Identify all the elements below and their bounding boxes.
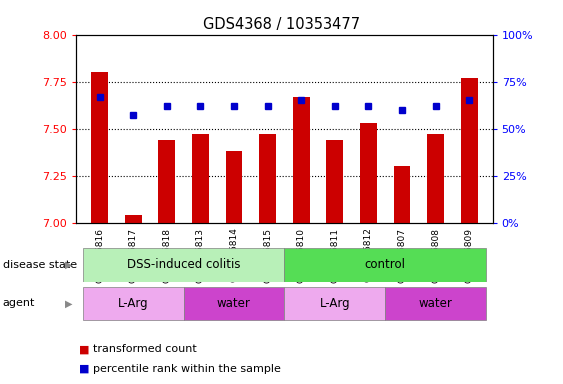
Text: percentile rank within the sample: percentile rank within the sample bbox=[93, 364, 281, 374]
Text: agent: agent bbox=[3, 298, 35, 308]
Bar bbox=[192, 134, 209, 223]
Bar bbox=[226, 151, 242, 223]
Bar bbox=[259, 134, 276, 223]
Text: L-Arg: L-Arg bbox=[118, 297, 149, 310]
Text: transformed count: transformed count bbox=[93, 344, 196, 354]
Bar bbox=[83, 248, 284, 281]
Text: disease state: disease state bbox=[3, 260, 77, 270]
Text: DSS-induced colitis: DSS-induced colitis bbox=[127, 258, 240, 271]
Bar bbox=[427, 134, 444, 223]
Text: ▶: ▶ bbox=[65, 260, 73, 270]
Text: water: water bbox=[217, 297, 251, 310]
Bar bbox=[394, 166, 410, 223]
Text: L-Arg: L-Arg bbox=[319, 297, 350, 310]
Text: ■: ■ bbox=[79, 364, 90, 374]
Bar bbox=[158, 140, 175, 223]
Text: ■: ■ bbox=[79, 344, 90, 354]
Bar bbox=[293, 97, 310, 223]
Bar bbox=[385, 287, 486, 320]
Bar bbox=[284, 248, 486, 281]
Bar bbox=[327, 140, 343, 223]
Bar bbox=[284, 287, 385, 320]
Text: ▶: ▶ bbox=[65, 298, 73, 308]
Text: water: water bbox=[418, 297, 453, 310]
Bar bbox=[360, 123, 377, 223]
Bar bbox=[91, 72, 108, 223]
Bar bbox=[184, 287, 284, 320]
Text: control: control bbox=[365, 258, 405, 271]
Text: GDS4368 / 10353477: GDS4368 / 10353477 bbox=[203, 17, 360, 32]
Bar bbox=[125, 215, 141, 223]
Bar bbox=[461, 78, 477, 223]
Bar bbox=[83, 287, 184, 320]
